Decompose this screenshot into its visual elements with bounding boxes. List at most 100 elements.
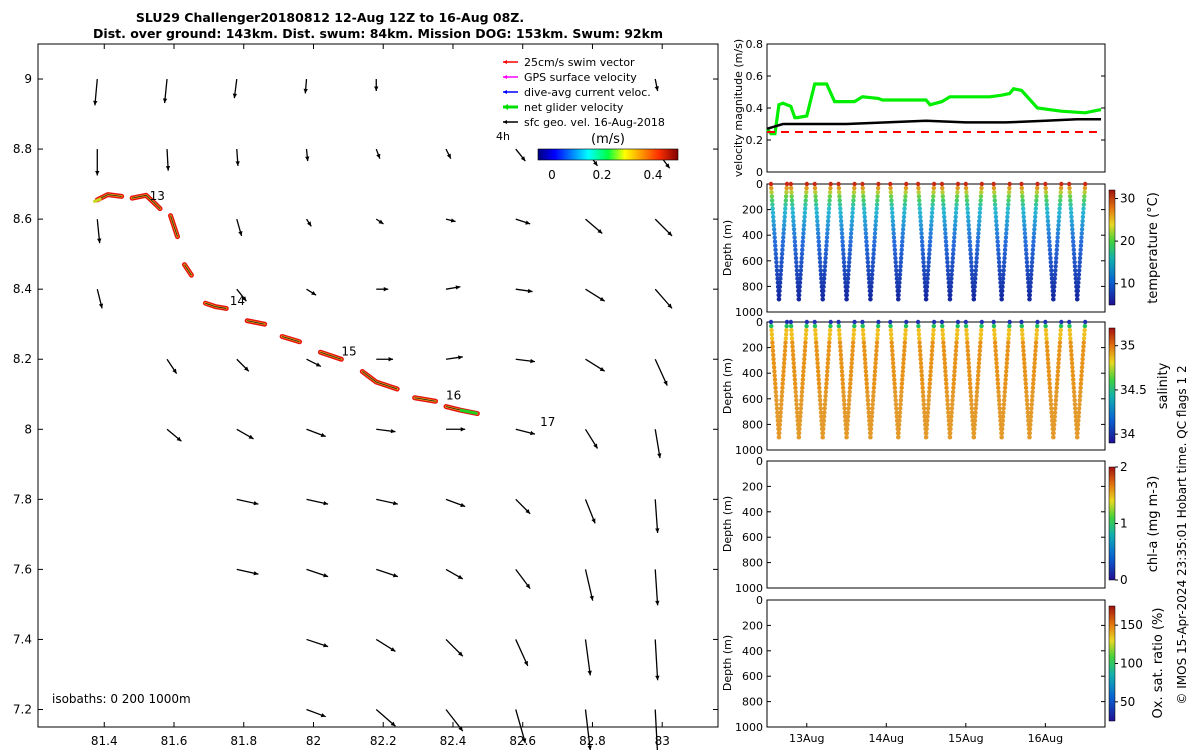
legend-gps-velocity: GPS surface velocity (503, 71, 637, 84)
current-arrow (376, 568, 399, 578)
dive-profile (939, 181, 961, 302)
colorbar-tick-label: 10 (1120, 277, 1135, 291)
current-arrow (306, 288, 317, 296)
temperature-colorbar-ticks: 10 20 30 (1115, 192, 1135, 291)
current-arrow (375, 708, 396, 727)
depth-tick-label: 1000 (735, 721, 763, 734)
current-arrow (654, 78, 659, 92)
chl-ylabel: Depth (m) (721, 496, 734, 552)
current-arrow (654, 499, 660, 533)
colorbar-tick-label: 35 (1120, 339, 1135, 353)
current-arrow (235, 149, 240, 166)
dive-profile (963, 319, 985, 440)
legend-sfc-geo-velocity-label: sfc geo. vel. 16-Aug-2018 (524, 116, 665, 129)
current-arrow (306, 568, 329, 578)
map-y-tick-label: 7.8 (13, 492, 32, 506)
depth-tick-label: 1000 (735, 444, 763, 457)
salinity-cbar-label: salinity (1156, 362, 1171, 409)
velocity-panel: 0 0.2 0.4 0.6 0.8 velocity magnitude (m/s) (732, 38, 1106, 179)
current-arrow (236, 568, 259, 576)
track-segment (129, 192, 163, 212)
dive-profile (768, 181, 790, 302)
map-axes-box (37, 43, 719, 728)
colorbar-tick-label: 30 (1120, 192, 1135, 206)
current-arrow (584, 428, 599, 449)
velocity-y-tick-label: 0.8 (746, 38, 764, 51)
depth-tick-label: 0 (756, 594, 763, 607)
date-tick-label: 15Aug (948, 732, 983, 745)
dive-profile (939, 319, 961, 440)
map-y-tick-label: 7.6 (13, 562, 32, 576)
depth-tick-label: 200 (742, 342, 763, 355)
oxygen-colorbar (1108, 605, 1116, 722)
legend-net-glider-velocity: net glider velocity (503, 101, 624, 114)
track-segment (168, 213, 180, 240)
current-arrow (515, 428, 536, 436)
colorbar-tick-label: 50 (1120, 695, 1135, 709)
current-arrow (445, 709, 464, 732)
legend-swim-vector-label: 25cm/s swim vector (524, 56, 635, 69)
salinity-dives (768, 319, 1088, 440)
current-arrow (445, 638, 464, 657)
dive-profile (860, 319, 881, 440)
salinity-y-ticks: 0 200 400 600 800 1000 (735, 316, 1105, 457)
depth-tick-label: 0 (756, 178, 763, 191)
map-x-tick-label: 81.8 (230, 734, 257, 748)
map-y-tick-label: 7.2 (13, 702, 32, 716)
depth-tick-label: 600 (742, 255, 763, 268)
map-y-ticks: 9 8.8 8.6 8.4 8.2 8 7.8 7.6 7.4 7.2 (13, 72, 718, 716)
current-arrow (166, 358, 178, 374)
depth-tick-label: 0 (756, 455, 763, 468)
current-arrow (515, 639, 529, 667)
current-arrow (236, 358, 250, 372)
dive-profile (888, 181, 909, 302)
day-label: 14 (230, 294, 245, 308)
map-y-tick-label: 8.8 (13, 142, 32, 156)
temperature-cbar-label: temperature (°C) (1146, 192, 1161, 304)
dive-profile (1067, 181, 1088, 302)
current-arrow (446, 427, 466, 432)
legend-swim-vector: 25cm/s swim vector (503, 56, 635, 69)
depth-tick-label: 400 (742, 645, 763, 658)
dive-profile (1019, 319, 1040, 440)
figure-title-line2: Dist. over ground: 143km. Dist. swum: 84… (93, 26, 663, 41)
current-arrow (515, 568, 531, 589)
date-tick-label: 14Aug (869, 732, 904, 745)
temperature-colorbar (1108, 189, 1116, 306)
salinity-ylabel: Depth (m) (721, 358, 734, 414)
current-arrow (166, 428, 182, 442)
current-arrows (93, 78, 673, 750)
depth-tick-label: 400 (742, 506, 763, 519)
isobaths-label: isobaths: 0 200 1000m (52, 692, 191, 706)
velocity-y-tick-label: 0.2 (746, 134, 764, 147)
current-arrow (375, 148, 381, 159)
dive-profile (991, 319, 1012, 440)
temperature-dives (768, 181, 1088, 302)
map-y-tick-label: 8.6 (13, 212, 32, 226)
current-arrow (374, 79, 379, 92)
day-labels: 13 14 15 16 17 (150, 189, 556, 429)
current-arrow (236, 428, 254, 440)
map-x-tick-label: 82.2 (370, 734, 397, 748)
chl-axes-box (766, 460, 1106, 589)
current-arrow (375, 638, 396, 652)
chl-cbar-label: chl-a (mg m-3) (1146, 476, 1161, 573)
current-arrow (232, 78, 238, 99)
legend-dive-avg-current: dive-avg current veloc. (503, 86, 651, 99)
current-arrow (95, 149, 100, 176)
current-arrow (236, 218, 243, 237)
current-arrow (654, 429, 662, 459)
dive-profile (768, 319, 790, 440)
day-label: 13 (150, 189, 165, 203)
scale-arrow-label: 4h (496, 130, 510, 143)
salinity-colorbar-ticks: 34 34.5 35 (1115, 339, 1147, 441)
colorbar-tick-label: 150 (1120, 618, 1143, 632)
velocity-series-line (765, 82, 1102, 136)
oxygen-y-ticks: 0 200 400 600 800 1000 (735, 594, 1105, 734)
day-label: 17 (540, 415, 555, 429)
track-segment (181, 262, 194, 278)
depth-tick-label: 800 (742, 418, 763, 431)
current-arrow (375, 218, 384, 225)
track-segment (412, 395, 439, 404)
